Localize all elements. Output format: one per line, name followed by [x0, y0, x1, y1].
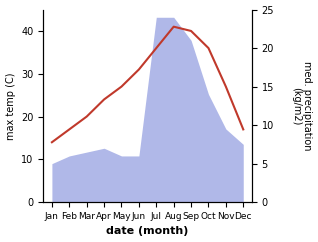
- Y-axis label: med. precipitation
(kg/m2): med. precipitation (kg/m2): [291, 61, 313, 151]
- Y-axis label: max temp (C): max temp (C): [5, 72, 16, 140]
- X-axis label: date (month): date (month): [107, 227, 189, 236]
